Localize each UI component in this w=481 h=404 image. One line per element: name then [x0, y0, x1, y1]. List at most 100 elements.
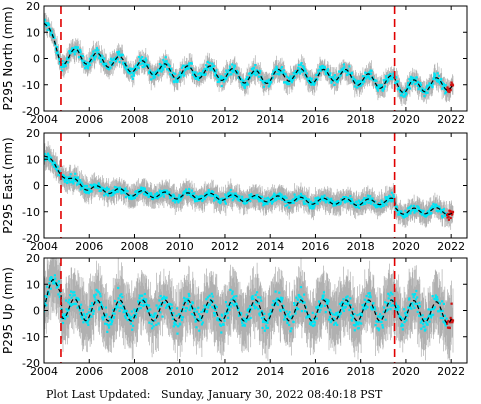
- data-point: [391, 304, 394, 307]
- data-point: [83, 63, 86, 67]
- data-point: [332, 313, 335, 316]
- data-point: [139, 307, 142, 310]
- data-point: [287, 76, 290, 80]
- data-point: [440, 209, 443, 212]
- data-point: [230, 298, 233, 301]
- data-point: [85, 191, 88, 194]
- data-point: [419, 82, 422, 85]
- data-point: [160, 302, 163, 305]
- data-point: [280, 66, 284, 69]
- data-point: [300, 197, 303, 201]
- data-point: [151, 320, 154, 323]
- data-point: [137, 189, 140, 192]
- data-point: [329, 309, 332, 312]
- data-point: [189, 308, 192, 311]
- data-point: [129, 317, 132, 320]
- data-point: [197, 72, 200, 75]
- data-layer: [44, 258, 455, 361]
- x-tick-label: 2018: [347, 240, 375, 253]
- data-point: [390, 191, 393, 194]
- data-point: [170, 303, 173, 306]
- data-point: [179, 199, 182, 202]
- data-point: [175, 78, 178, 81]
- data-point: [242, 198, 245, 201]
- data-point: [302, 65, 305, 69]
- data-point: [429, 308, 432, 311]
- data-point: [382, 79, 385, 82]
- data-point: [276, 303, 279, 306]
- data-point: [338, 75, 341, 78]
- data-point: [223, 80, 226, 83]
- data-point: [83, 314, 86, 317]
- data-point: [334, 204, 337, 207]
- data-point: [445, 317, 448, 320]
- data-point: [428, 320, 431, 323]
- data-point: [232, 70, 235, 73]
- data-point: [187, 67, 190, 70]
- data-point: [416, 310, 419, 313]
- data-point: [128, 67, 132, 70]
- data-point: [387, 79, 390, 82]
- data-point: [101, 316, 104, 319]
- data-point: [214, 71, 217, 74]
- data-point: [200, 73, 203, 76]
- data-point: [384, 201, 387, 204]
- data-point: [237, 199, 240, 202]
- data-point: [434, 75, 437, 78]
- data-point: [107, 324, 110, 327]
- data-point: [229, 67, 232, 71]
- recent-data-point: [446, 322, 449, 325]
- data-point: [113, 315, 116, 319]
- data-point: [225, 312, 228, 315]
- data-point: [172, 71, 175, 74]
- data-point: [160, 191, 163, 194]
- data-point: [404, 314, 407, 317]
- data-point: [61, 321, 65, 325]
- data-point: [103, 64, 106, 67]
- data-point: [394, 301, 397, 304]
- data-point: [44, 159, 47, 162]
- data-point: [314, 199, 317, 203]
- data-point: [48, 282, 51, 285]
- data-point: [271, 76, 274, 79]
- data-point: [352, 77, 355, 80]
- data-point: [195, 310, 198, 313]
- data-point: [199, 316, 202, 319]
- data-point: [380, 201, 383, 204]
- data-point: [369, 195, 372, 198]
- data-point: [113, 300, 117, 303]
- data-point: [44, 152, 46, 156]
- data-point: [312, 82, 315, 85]
- data-point: [275, 298, 278, 301]
- data-point: [212, 307, 215, 310]
- data-point: [313, 205, 316, 208]
- data-point: [110, 61, 113, 64]
- data-point: [53, 36, 56, 39]
- data-point: [263, 312, 266, 315]
- data-point: [158, 69, 161, 72]
- data-point: [69, 173, 72, 176]
- data-point: [122, 304, 125, 307]
- data-point: [425, 91, 428, 95]
- data-point: [324, 311, 327, 314]
- data-point: [308, 314, 311, 317]
- recent-data-point: [450, 210, 453, 214]
- data-point: [80, 181, 83, 184]
- data-point: [313, 324, 316, 327]
- data-point: [49, 27, 52, 30]
- data-point: [110, 323, 113, 326]
- data-point: [404, 209, 407, 212]
- data-point: [191, 70, 194, 73]
- data-point: [363, 197, 366, 200]
- data-point: [53, 161, 56, 164]
- data-point: [441, 83, 444, 86]
- data-point: [420, 327, 423, 330]
- data-point: [339, 201, 342, 204]
- data-point: [375, 87, 379, 90]
- data-point: [48, 156, 51, 159]
- data-point: [284, 73, 287, 76]
- data-point: [358, 85, 361, 88]
- data-point: [211, 295, 214, 298]
- data-point: [204, 306, 207, 309]
